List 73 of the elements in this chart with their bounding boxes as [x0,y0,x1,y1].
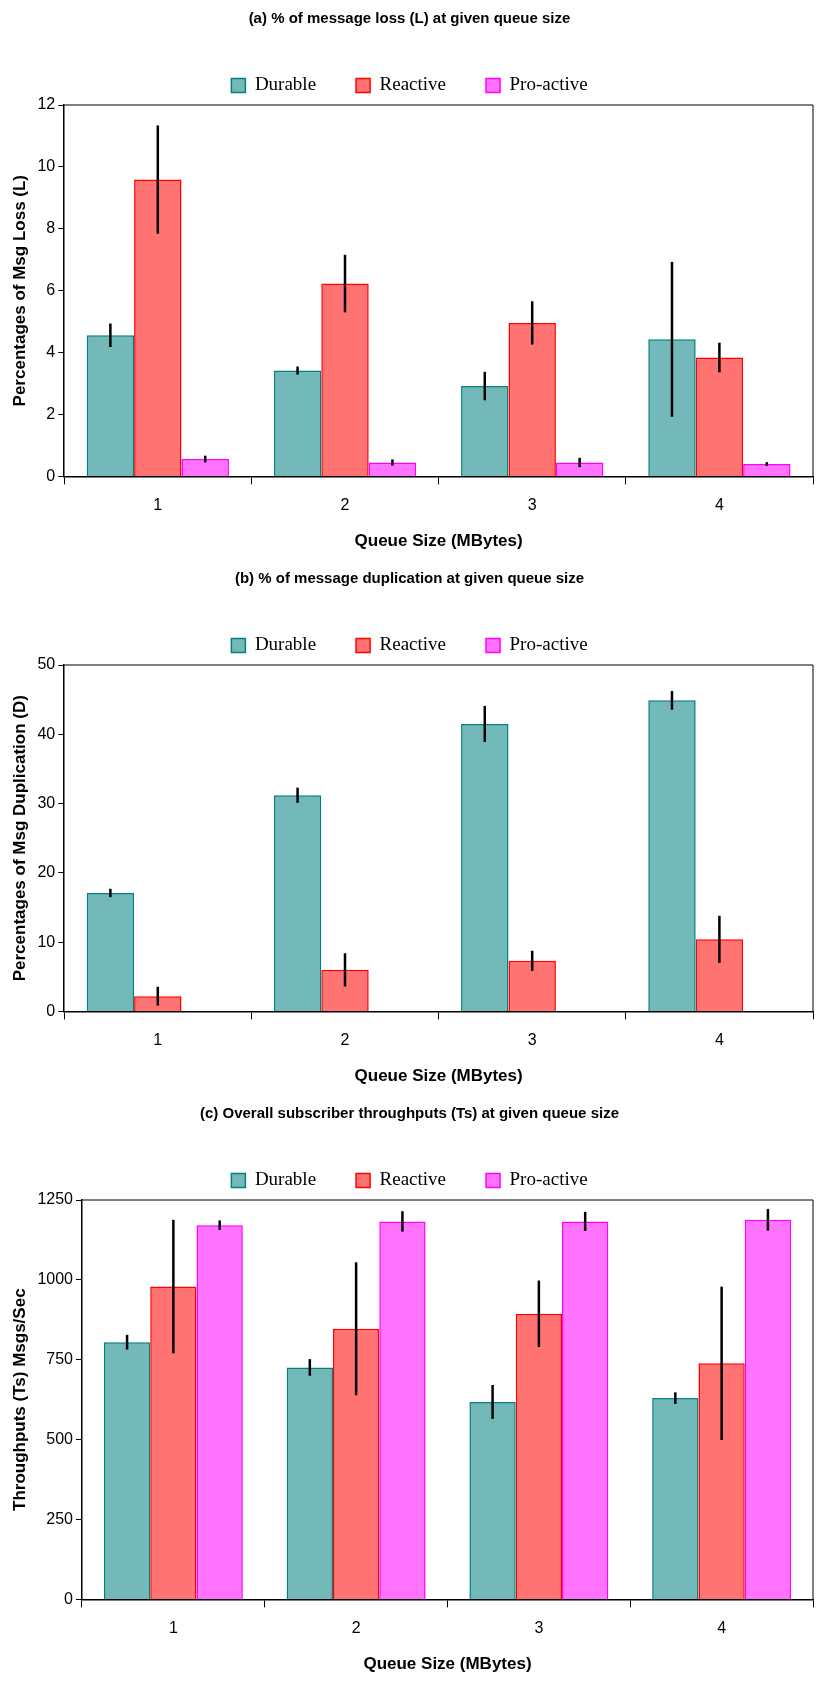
legend-label: Durable [254,633,317,655]
x-tick-label: 4 [714,496,724,514]
bar [273,795,322,1011]
x-tick-label: 1 [153,496,163,514]
chart-title: (a) % of message loss (L) at given queue size [248,9,571,27]
bar [562,1221,609,1599]
x-tick-label: 4 [714,1031,724,1049]
y-axis-title: Percentages of Msg Loss (L) [9,174,29,407]
chart-title: (b) % of message duplication at given queue size [234,569,585,587]
bar [743,464,791,476]
y-tick-label: 0 [46,466,56,484]
bar [86,335,135,476]
x-axis-title: Queue Size (MBytes) [354,1066,523,1086]
x-tick-label: 3 [527,496,537,514]
chart-title: (c) Overall subscriber throughputs (Ts) at given queue size [200,1104,619,1122]
bar [695,357,744,476]
x-tick-label: 2 [340,496,350,514]
x-tick-label: 3 [534,1619,544,1637]
legend-label: Reactive [379,633,447,655]
bar [196,1225,243,1599]
bar [508,322,556,476]
y-tick-label: 6 [46,281,56,299]
legend-label: Durable [254,1168,317,1190]
y-tick-label: 0 [46,1001,56,1019]
y-tick-label: 1000 [37,1270,74,1288]
bar [744,1219,792,1599]
x-tick-label: 4 [717,1619,727,1637]
legend-label: Reactive [379,1168,447,1190]
bar [368,462,417,476]
bar [555,462,604,476]
x-axis-title: Queue Size (MBytes) [363,1654,532,1674]
y-tick-label: 10 [37,157,56,175]
bar [86,892,135,1011]
x-tick-label: 1 [168,1619,178,1637]
bar [273,370,322,476]
x-axis-title: Queue Size (MBytes) [354,531,523,551]
bar [134,179,182,476]
y-tick-label: 12 [37,95,56,113]
bar [379,1221,426,1599]
y-tick-label: 750 [46,1350,74,1368]
legend-label: Durable [254,73,317,95]
y-tick-label: 50 [37,655,56,673]
bar [515,1313,563,1599]
y-tick-label: 2 [46,404,56,422]
y-tick-label: 1250 [37,1190,74,1208]
bar [461,386,509,476]
y-axis-title: Throughputs (Ts) Msgs/Sec [9,1288,29,1511]
bar [461,723,509,1011]
y-tick-label: 4 [46,343,56,361]
y-tick-label: 8 [46,219,56,237]
legend-label: Pro-active [509,1168,588,1190]
legend-label: Pro-active [509,633,588,655]
y-axis-title: Percentages of Msg Duplication (D) [9,695,29,982]
bar [469,1401,516,1599]
x-tick-label: 2 [340,1031,350,1049]
y-tick-label: 250 [46,1509,74,1527]
y-tick-label: 40 [37,724,56,742]
bar [181,459,229,476]
x-tick-label: 1 [153,1031,163,1049]
y-tick-label: 500 [46,1430,74,1448]
x-tick-label: 2 [351,1619,361,1637]
bar [286,1367,333,1599]
y-tick-label: 30 [37,793,56,811]
y-tick-label: 0 [64,1589,74,1607]
bar [103,1342,151,1599]
bar [652,1398,699,1599]
y-tick-label: 20 [37,863,56,881]
bar [508,960,556,1011]
x-tick-label: 3 [527,1031,537,1049]
legend-label: Pro-active [509,73,588,95]
y-tick-label: 10 [37,932,56,950]
legend-label: Reactive [379,73,447,95]
bar [321,283,369,476]
